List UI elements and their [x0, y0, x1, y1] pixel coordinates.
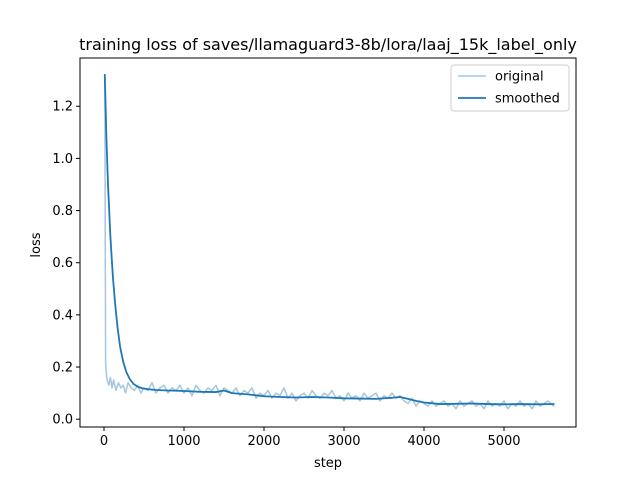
series-line-original: [104, 74, 555, 410]
legend-label-original: original: [495, 70, 544, 85]
axes-frame: [79, 57, 577, 428]
x-tick-label: 2000: [247, 434, 280, 449]
y-tick-label: 0.2: [52, 361, 73, 376]
series-layer: [103, 74, 555, 410]
legend-label-smoothed: smoothed: [495, 92, 560, 107]
y-tick-label: 0.0: [52, 413, 73, 428]
x-tick-label: 1000: [167, 434, 200, 449]
series-line-smoothed: [103, 74, 555, 406]
x-axis-label: step: [314, 456, 342, 471]
y-tick-label: 0.8: [52, 204, 73, 219]
x-tick-label: 4000: [407, 434, 440, 449]
y-tick-label: 1.0: [52, 152, 73, 167]
chart-title: training loss of saves/llamaguard3-8b/lo…: [79, 35, 577, 55]
x-tick-label: 3000: [327, 434, 360, 449]
x-tick-label: 0: [100, 434, 108, 449]
y-tick-label: 1.2: [52, 100, 73, 115]
plot-background: [80, 58, 576, 427]
y-tick-label: 0.6: [52, 256, 73, 271]
y-axis-label: loss: [29, 232, 44, 257]
axes-layer: 0 1000 2000 3000 4000 5000 0.0 0.2 0.4 0.6 0.8 1.0 1…: [52, 57, 577, 449]
plot-area: [80, 58, 576, 427]
y-tick-label: 0.4: [52, 308, 73, 323]
legend: original smoothed: [450, 64, 570, 112]
x-tick-label: 5000: [487, 434, 520, 449]
